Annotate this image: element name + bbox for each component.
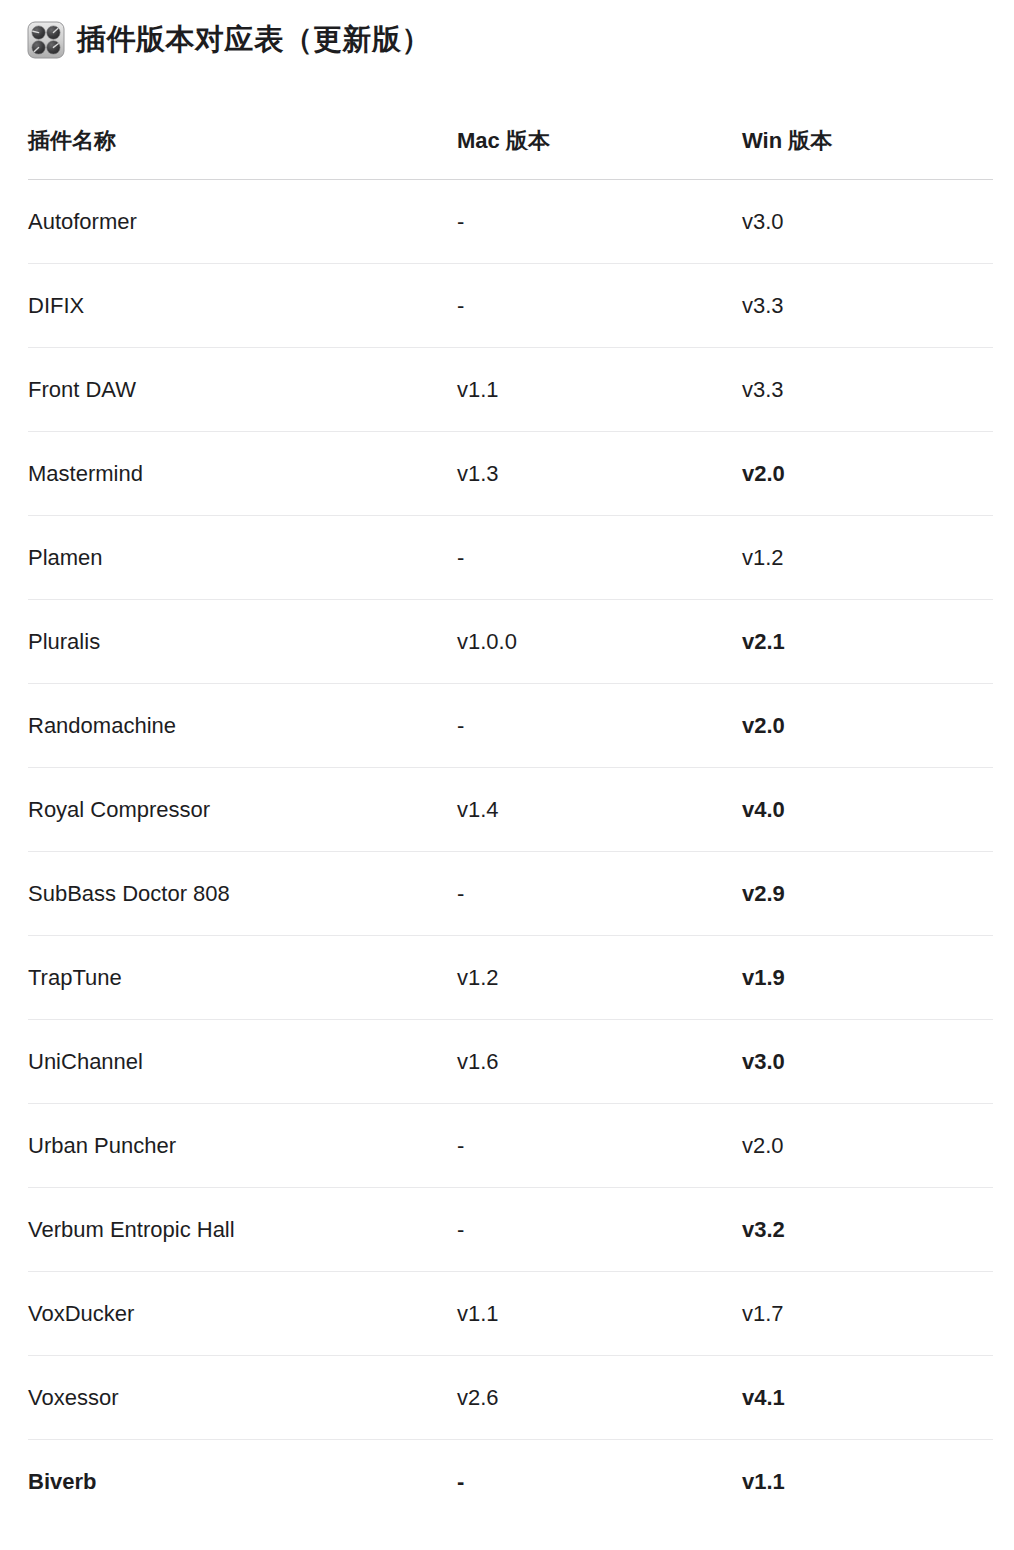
- cell-mac-version: v1.2: [457, 965, 742, 991]
- cell-mac-version: -: [457, 545, 742, 571]
- cell-mac-version: -: [457, 293, 742, 319]
- cell-mac-version: v1.0.0: [457, 629, 742, 655]
- table-row: DIFIX - v3.3: [28, 264, 993, 348]
- cell-plugin-name: Randomachine: [28, 713, 457, 739]
- cell-plugin-name: Royal Compressor: [28, 797, 457, 823]
- table-row: Urban Puncher - v2.0: [28, 1104, 993, 1188]
- table-row: TrapTune v1.2 v1.9: [28, 936, 993, 1020]
- cell-mac-version: v1.1: [457, 377, 742, 403]
- cell-win-version: v4.0: [742, 797, 993, 823]
- table-row: Randomachine - v2.0: [28, 684, 993, 768]
- table-row: VoxDucker v1.1 v1.7: [28, 1272, 993, 1356]
- cell-plugin-name: Verbum Entropic Hall: [28, 1217, 457, 1243]
- table-row: Verbum Entropic Hall - v3.2: [28, 1188, 993, 1272]
- cell-mac-version: v2.6: [457, 1385, 742, 1411]
- table-row: Front DAW v1.1 v3.3: [28, 348, 993, 432]
- table-row: Autoformer - v3.0: [28, 180, 993, 264]
- cell-win-version: v2.0: [742, 1133, 993, 1159]
- table-row: Biverb - v1.1: [28, 1440, 993, 1524]
- cell-mac-version: v1.4: [457, 797, 742, 823]
- cell-win-version: v3.0: [742, 1049, 993, 1075]
- table-row: Voxessor v2.6 v4.1: [28, 1356, 993, 1440]
- cell-plugin-name: Voxessor: [28, 1385, 457, 1411]
- column-header-mac-version: Mac 版本: [457, 126, 742, 156]
- cell-win-version: v2.0: [742, 461, 993, 487]
- cell-win-version: v2.1: [742, 629, 993, 655]
- cell-plugin-name: Autoformer: [28, 209, 457, 235]
- table-header-row: 插件名称 Mac 版本 Win 版本: [28, 102, 993, 180]
- cell-plugin-name: TrapTune: [28, 965, 457, 991]
- table-row: Plamen - v1.2: [28, 516, 993, 600]
- cell-plugin-name: Biverb: [28, 1469, 457, 1495]
- cell-win-version: v1.2: [742, 545, 993, 571]
- table-row: Mastermind v1.3 v2.0: [28, 432, 993, 516]
- table-row: SubBass Doctor 808 - v2.9: [28, 852, 993, 936]
- cell-mac-version: -: [457, 1133, 742, 1159]
- cell-win-version: v3.0: [742, 209, 993, 235]
- cell-mac-version: v1.1: [457, 1301, 742, 1327]
- table-body: Autoformer - v3.0 DIFIX - v3.3 Front DAW…: [28, 180, 993, 1524]
- cell-win-version: v3.3: [742, 293, 993, 319]
- cell-plugin-name: Pluralis: [28, 629, 457, 655]
- cell-plugin-name: Plamen: [28, 545, 457, 571]
- cell-mac-version: -: [457, 1217, 742, 1243]
- cell-win-version: v3.3: [742, 377, 993, 403]
- cell-win-version: v2.0: [742, 713, 993, 739]
- cell-mac-version: -: [457, 881, 742, 907]
- page-title: 插件版本对应表（更新版）: [77, 20, 431, 60]
- cell-mac-version: -: [457, 209, 742, 235]
- cell-plugin-name: SubBass Doctor 808: [28, 881, 457, 907]
- cell-win-version: v1.7: [742, 1301, 993, 1327]
- cell-win-version: v4.1: [742, 1385, 993, 1411]
- table-row: UniChannel v1.6 v3.0: [28, 1020, 993, 1104]
- cell-mac-version: v1.6: [457, 1049, 742, 1075]
- cell-plugin-name: UniChannel: [28, 1049, 457, 1075]
- cell-plugin-name: Mastermind: [28, 461, 457, 487]
- cell-plugin-name: VoxDucker: [28, 1301, 457, 1327]
- column-header-win-version: Win 版本: [742, 126, 993, 156]
- table-row: Royal Compressor v1.4 v4.0: [28, 768, 993, 852]
- cell-plugin-name: DIFIX: [28, 293, 457, 319]
- cell-mac-version: -: [457, 713, 742, 739]
- cell-win-version: v1.1: [742, 1469, 993, 1495]
- cell-plugin-name: Urban Puncher: [28, 1133, 457, 1159]
- page-header: 插件版本对应表（更新版）: [27, 20, 1014, 60]
- table-row: Pluralis v1.0.0 v2.1: [28, 600, 993, 684]
- plugin-version-table: 插件名称 Mac 版本 Win 版本 Autoformer - v3.0 DIF…: [28, 102, 993, 1524]
- cell-mac-version: -: [457, 1469, 742, 1495]
- cell-win-version: v2.9: [742, 881, 993, 907]
- column-header-plugin-name: 插件名称: [28, 126, 457, 156]
- cell-mac-version: v1.3: [457, 461, 742, 487]
- cell-win-version: v1.9: [742, 965, 993, 991]
- control-knobs-icon: [27, 21, 65, 59]
- cell-plugin-name: Front DAW: [28, 377, 457, 403]
- cell-win-version: v3.2: [742, 1217, 993, 1243]
